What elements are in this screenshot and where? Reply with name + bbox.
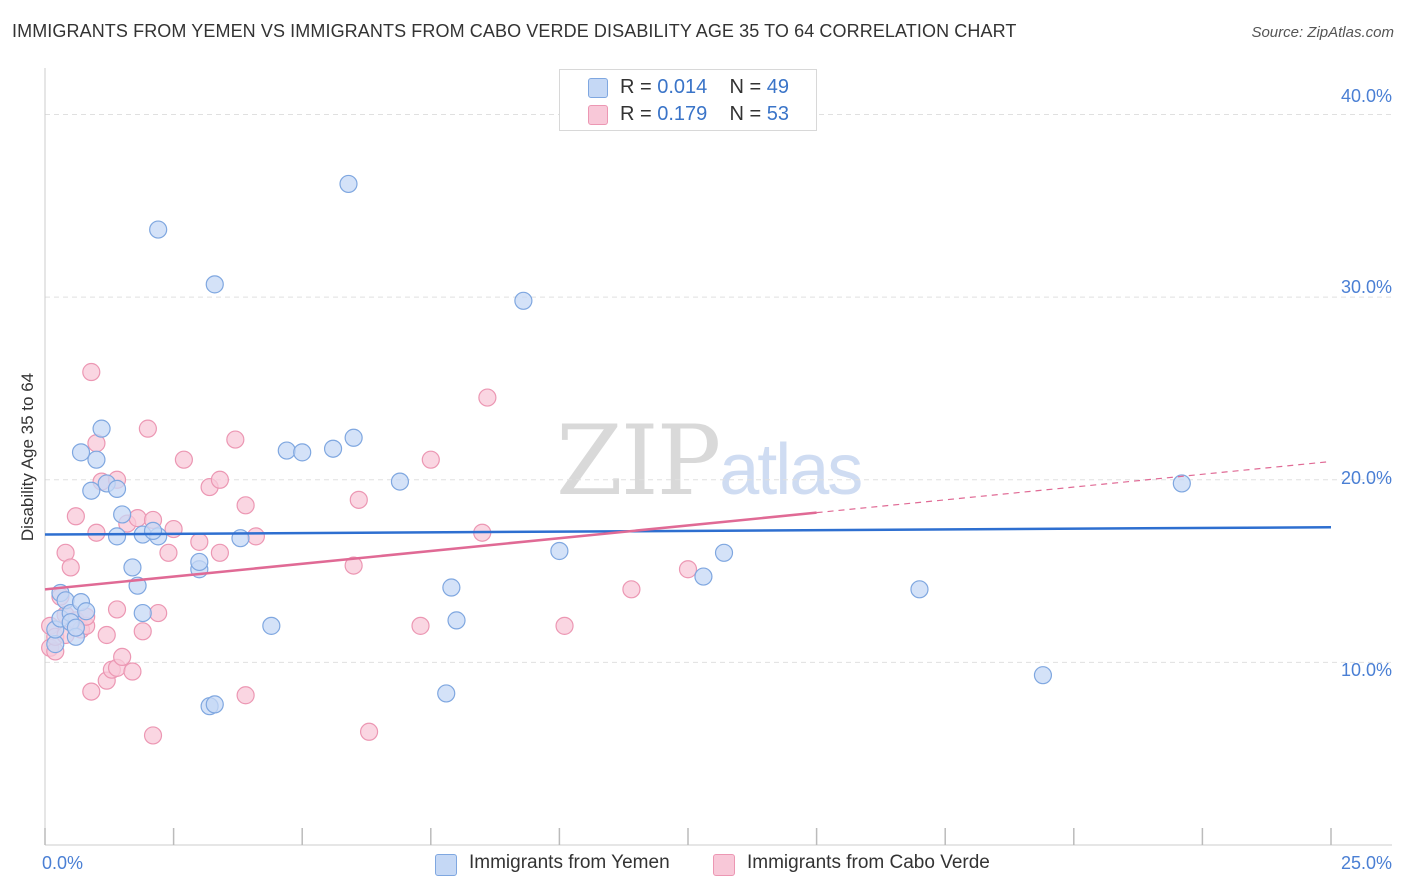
cabo-verde-point — [174, 450, 193, 469]
watermark: ZIPatlas — [556, 405, 863, 517]
r-label: R = — [620, 103, 652, 125]
yemen-point — [133, 603, 152, 623]
yemen-point — [344, 428, 363, 447]
cabo-verde-point — [82, 362, 101, 382]
x-tick-label-min: 0.0% — [42, 853, 84, 873]
cabo-verde-point — [622, 580, 641, 599]
cabo-verde-point — [149, 603, 168, 623]
yemen-point — [437, 684, 456, 703]
cabo-verde-point — [159, 543, 178, 562]
yemen-point — [293, 443, 312, 462]
cabo-verde-point — [190, 532, 209, 551]
yemen-point — [149, 220, 168, 239]
cabo-verde-point — [421, 450, 440, 469]
cabo-verde-point — [61, 558, 80, 577]
cabo-verde-point — [123, 662, 142, 681]
cabo-verde-point — [107, 600, 127, 619]
y-tick-label: 30.0% — [1340, 277, 1392, 297]
yemen-point — [143, 521, 163, 540]
yemen-point — [442, 578, 461, 597]
yemen-point — [205, 275, 224, 294]
cabo-verde-point — [344, 556, 363, 575]
y-axis-label: Disability Age 35 to 64 — [18, 372, 37, 542]
correlation-legend: R = 0.014 N = 49 R = 0.179 N = 53 — [559, 69, 817, 131]
cabo-verde-point — [411, 616, 430, 635]
n-label: N = — [729, 76, 762, 98]
yemen-trend-line — [44, 525, 1332, 536]
legend-swatch-cabo-verde — [588, 105, 608, 125]
yemen-point — [123, 558, 142, 577]
yemen-point — [92, 419, 111, 438]
yemen-point — [550, 541, 569, 561]
watermark-zip: ZIP — [556, 405, 721, 517]
yemen-point — [514, 291, 533, 310]
watermark-atlas: atlas — [719, 430, 863, 510]
cabo-verde-point — [143, 726, 163, 745]
cabo-verde-point — [210, 470, 229, 489]
yemen-point — [190, 552, 209, 572]
legend-swatch-yemen — [588, 78, 608, 98]
cabo-verde-point — [138, 419, 157, 438]
cabo-verde-point — [133, 622, 152, 641]
chart-title: IMMIGRANTS FROM YEMEN VS IMMIGRANTS FROM… — [12, 21, 1017, 41]
n-label: N = — [729, 103, 762, 125]
legend-label-yemen: Immigrants from Yemen — [469, 852, 670, 873]
n-value-yemen: 49 — [766, 76, 790, 98]
yemen-point — [323, 439, 343, 458]
yemen-point — [390, 472, 410, 491]
yemen-point — [1033, 666, 1053, 685]
yemen-point — [87, 450, 106, 469]
y-tick-label: 10.0% — [1340, 660, 1392, 680]
cabo-verde-point — [226, 430, 245, 449]
r-label: R = — [620, 76, 652, 98]
yemen-point — [714, 543, 734, 562]
yemen-point — [277, 441, 296, 460]
source-credit: Source: ZipAtlas.com — [1251, 24, 1394, 41]
cabo-verde-point — [678, 560, 698, 579]
cabo-verde-point — [555, 616, 574, 635]
legend-swatch-yemen — [435, 854, 457, 876]
cabo-verde-point — [87, 523, 106, 542]
y-tick-label: 20.0% — [1340, 468, 1392, 488]
yemen-point — [262, 616, 281, 635]
cabo-verde-point — [210, 543, 229, 562]
yemen-point — [113, 505, 132, 524]
yemen-point — [77, 602, 96, 621]
yemen-point — [82, 481, 101, 500]
cabo-verde-point — [349, 490, 368, 509]
cabo-verde-point — [128, 509, 147, 528]
cabo-verde-trend-line — [44, 511, 817, 591]
cabo-verde-point — [113, 647, 132, 667]
yemen-point — [66, 618, 85, 637]
yemen-point — [107, 479, 127, 498]
cabo-verde-trend-line-extension — [816, 460, 1332, 514]
cabo-verde-point — [82, 682, 101, 701]
yemen-point — [107, 527, 127, 546]
yemen-point — [694, 567, 713, 586]
n-value-cabo-verde: 53 — [766, 103, 790, 125]
cabo-verde-point — [66, 507, 85, 526]
cabo-verde-point — [246, 527, 266, 546]
r-value-yemen: 0.014 — [657, 76, 708, 98]
legend-swatch-cabo-verde — [713, 854, 735, 876]
yemen-point — [71, 443, 91, 462]
yemen-point — [205, 695, 224, 714]
yemen-point — [447, 611, 466, 630]
y-tick-label: 40.0% — [1340, 86, 1392, 106]
cabo-verde-point — [359, 722, 379, 741]
x-tick-label-max: 25.0% — [1340, 853, 1392, 873]
yemen-point — [910, 580, 929, 599]
yemen-point — [1172, 474, 1191, 493]
cabo-verde-point — [97, 625, 116, 645]
cabo-verde-point — [478, 388, 497, 407]
yemen-point — [339, 174, 358, 194]
legend-label-cabo-verde: Immigrants from Cabo Verde — [747, 852, 990, 873]
cabo-verde-point — [236, 686, 255, 705]
r-value-cabo-verde: 0.179 — [657, 103, 708, 125]
cabo-verde-point — [236, 496, 255, 515]
